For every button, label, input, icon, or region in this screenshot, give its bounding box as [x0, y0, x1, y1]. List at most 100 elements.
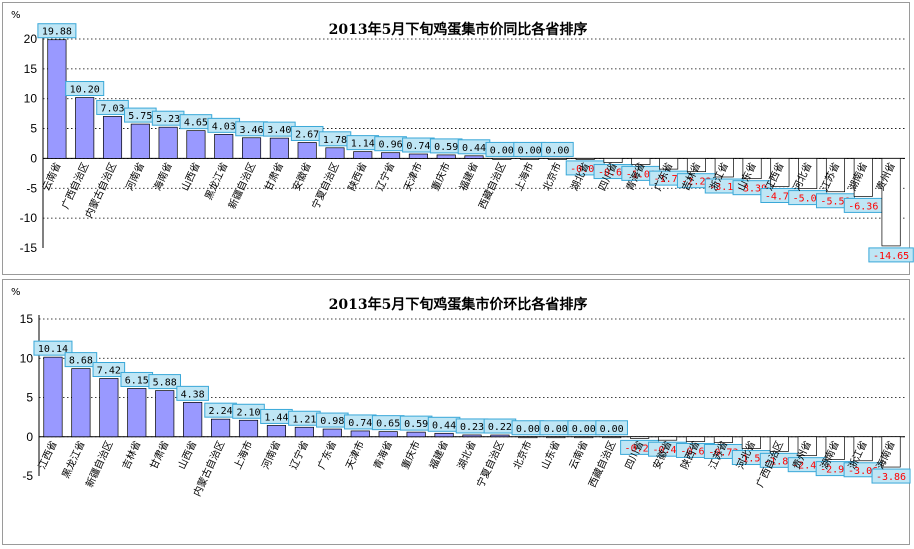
y-tick-label: -15	[20, 241, 38, 255]
value-label-box	[96, 99, 129, 115]
value-label: 10.14	[38, 344, 68, 355]
bar	[825, 436, 845, 460]
category-label: 河南省	[259, 439, 283, 472]
bar	[657, 436, 678, 441]
chart-mom: % 2013年5月下旬鸡蛋集市价环比各省排序 151050-510.14江西省8…	[11, 287, 911, 498]
bar	[881, 158, 901, 247]
category-label: 天津市	[401, 160, 425, 193]
bar	[43, 356, 63, 438]
value-label: -3.11	[709, 182, 739, 193]
bar	[294, 426, 314, 438]
bar	[99, 378, 119, 438]
category-label: 陕西省	[345, 160, 369, 193]
category-label: 甘肃省	[147, 439, 171, 472]
bar	[881, 436, 901, 468]
bar	[47, 39, 67, 159]
chart-panel-mom: % 2013年5月下旬鸡蛋集市价环比各省排序 15 10 5 0 -5 10.14 江西省 8…	[2, 279, 911, 545]
y-tick-label: 0	[30, 151, 37, 165]
category-label: 新疆自治区	[83, 439, 116, 490]
value-label: -0.60	[680, 446, 710, 457]
value-label: 4.38	[181, 389, 205, 400]
category-label: 黑龙江省	[59, 439, 88, 481]
bar	[186, 130, 206, 159]
y-tick-label: 15	[20, 312, 34, 326]
category-label: 西藏自治区	[585, 439, 618, 490]
value-label: 8.68	[69, 356, 93, 367]
category-label: 山东省	[538, 439, 562, 472]
value-label-box	[148, 374, 182, 390]
bar	[127, 388, 147, 438]
bar	[492, 158, 512, 160]
category-label: 天津市	[343, 439, 367, 472]
chart-yoy: % 2013年5月下旬鸡蛋集市价同比各省排序 20 15 10 5 0 -5 -10 -15 1…	[11, 10, 914, 263]
y-tick-label: 5	[30, 122, 37, 136]
y-tick-label: 10	[24, 92, 38, 106]
bar	[242, 137, 262, 159]
value-label: 0.59	[434, 142, 458, 153]
value-label: 0.74	[348, 418, 372, 429]
category-label: 湖北省	[454, 439, 478, 472]
category-label: 黑龙江省	[202, 160, 231, 202]
bar	[266, 425, 287, 438]
bar	[575, 158, 595, 160]
bar	[631, 158, 651, 165]
value-label: 0.65	[376, 419, 400, 430]
bar	[158, 126, 178, 159]
category-label: 甘肃省	[262, 160, 286, 193]
bar	[406, 431, 426, 438]
value-label-box	[33, 340, 73, 356]
value-label: -6.36	[848, 201, 878, 212]
category-label: 山西省	[175, 439, 199, 472]
chart-title: 2013年5月下旬鸡蛋集市价环比各省排序	[329, 296, 588, 313]
value-label: 4.03	[212, 121, 236, 132]
value-label: 4.65	[184, 118, 208, 129]
bar	[630, 436, 650, 439]
value-label: 1.21	[292, 414, 316, 425]
bar	[602, 436, 622, 439]
bar	[520, 158, 540, 160]
value-label: 5.88	[153, 378, 177, 389]
bar	[798, 158, 818, 189]
value-label: 0.00	[516, 424, 540, 435]
category-label: 青海省	[370, 439, 394, 472]
y-tick-label: 0	[26, 430, 33, 444]
value-label: 0.00	[600, 424, 624, 435]
value-label: 5.75	[128, 111, 152, 122]
bar	[353, 151, 373, 159]
category-label: 上海市	[231, 439, 255, 472]
bar	[75, 97, 95, 159]
bar	[238, 419, 259, 438]
value-label: 0.74	[406, 141, 430, 152]
value-label-box	[92, 362, 126, 378]
bar	[546, 436, 566, 439]
unit-label: %	[11, 287, 21, 298]
value-label: -1.50	[736, 454, 766, 465]
bar	[770, 158, 790, 187]
category-label: 宁夏自治区	[309, 160, 342, 211]
bar	[350, 430, 370, 438]
value-label: 2.24	[209, 406, 233, 417]
value-label: -14.65	[873, 251, 909, 262]
value-label: -0.73	[708, 447, 738, 458]
bar	[130, 123, 150, 159]
value-label: -4.70	[765, 191, 795, 202]
value-label: -2.41	[792, 461, 822, 472]
category-label: 北京市	[510, 439, 534, 472]
bar	[659, 158, 679, 170]
bar	[769, 436, 789, 452]
value-label: -3.86	[876, 472, 906, 483]
bar	[825, 158, 846, 193]
value-label: -0.08	[570, 164, 600, 175]
value-label: -5.58	[820, 197, 850, 208]
value-label: 0.00	[572, 424, 596, 435]
value-label: 0.22	[488, 422, 512, 433]
value-label: 1.44	[264, 412, 288, 423]
bar	[434, 432, 454, 438]
category-label: 新疆自治区	[225, 160, 258, 211]
category-label: 宁夏自治区	[474, 439, 507, 490]
bar	[853, 436, 873, 462]
value-label: -0.44	[652, 445, 682, 456]
bar	[797, 436, 817, 457]
category-label: 辽宁省	[287, 439, 311, 472]
bar	[741, 436, 761, 449]
